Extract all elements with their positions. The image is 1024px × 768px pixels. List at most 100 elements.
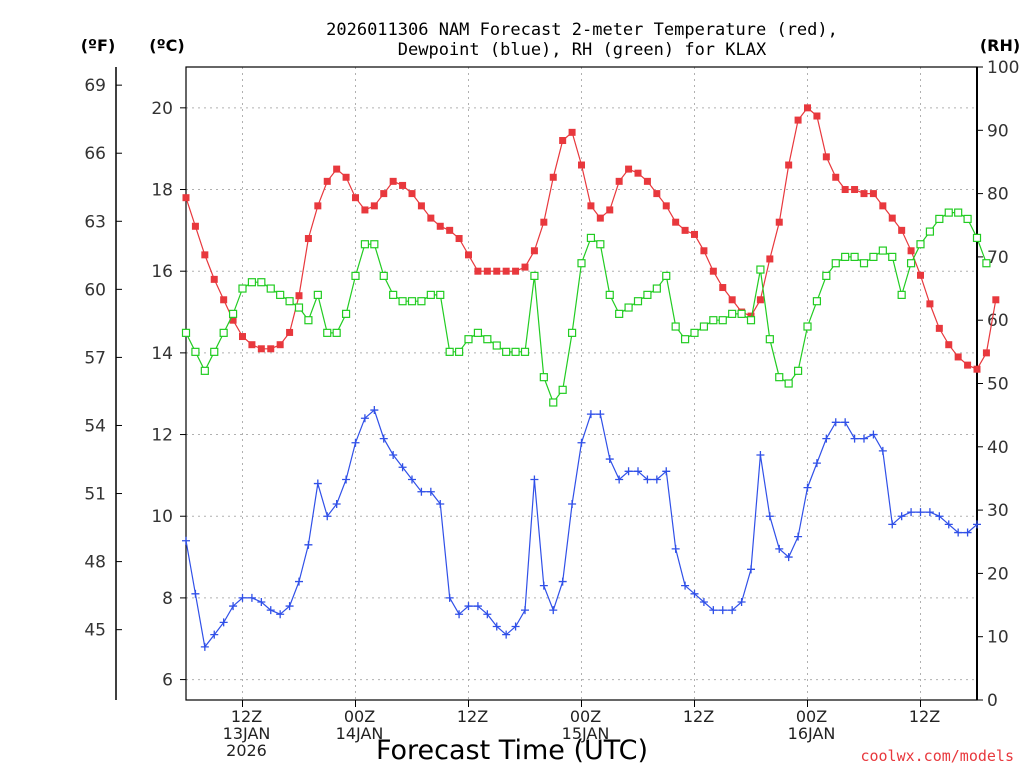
- dewpoint-point: [973, 520, 981, 529]
- temperature-point: [606, 206, 614, 214]
- temperature-point: [596, 214, 604, 222]
- temperature-point: [446, 226, 454, 234]
- temperature-point: [860, 190, 868, 198]
- rh-point: [690, 328, 699, 337]
- dewpoint-point: [426, 487, 435, 496]
- rh-point: [426, 290, 435, 299]
- temperature-point: [869, 190, 877, 198]
- dewpoint-point: [568, 499, 577, 508]
- rh-point: [624, 303, 633, 312]
- dewpoint-point: [822, 434, 831, 443]
- temperature-point: [700, 247, 708, 255]
- dewpoint-point: [878, 446, 887, 455]
- dewpoint-point: [963, 528, 972, 537]
- rh-point: [878, 246, 887, 255]
- dewpoint-point: [370, 406, 379, 415]
- rh-point: [304, 316, 313, 325]
- temperature-point: [804, 104, 811, 112]
- dewpoint-point: [200, 642, 209, 651]
- celsius-tick-label: 10: [151, 507, 173, 527]
- rh-point: [709, 316, 718, 325]
- chart-title-line2: Dewpoint (blue), RH (green) for KLAX: [398, 40, 767, 60]
- dewpoint-point: [718, 606, 727, 615]
- rh-point: [784, 379, 793, 388]
- rh-point: [728, 309, 737, 318]
- temperature-point: [935, 324, 943, 332]
- temperature-point: [502, 267, 510, 275]
- temperature-point: [220, 296, 228, 304]
- dewpoint-point: [276, 610, 285, 619]
- rh-point: [662, 271, 671, 280]
- series-layer: [181, 104, 1000, 651]
- rh-point: [906, 259, 916, 268]
- rh-tick-label: 100: [987, 58, 1019, 78]
- dewpoint-point: [558, 577, 567, 586]
- rh-point: [718, 316, 727, 325]
- dewpoint-point: [360, 414, 369, 423]
- dewpoint-point: [247, 593, 256, 602]
- x-tick-label: 00Z: [796, 707, 827, 726]
- dewpoint-point: [285, 602, 294, 611]
- rh-point: [360, 240, 370, 249]
- dewpoint-point: [539, 581, 548, 590]
- dewpoint-point: [483, 610, 492, 619]
- rh-tick-label: 40: [987, 438, 1009, 458]
- temperature-point: [992, 296, 1000, 304]
- rh-point: [577, 259, 586, 268]
- fahrenheit-tick-label: 69: [84, 76, 106, 96]
- chart-title-line1: 2026011306 NAM Forecast 2-meter Temperat…: [326, 20, 838, 40]
- temperature-point: [879, 202, 887, 210]
- temperature-point: [643, 177, 651, 185]
- dewpoint-point: [229, 602, 238, 611]
- fahrenheit-tick-label: 63: [84, 212, 106, 232]
- rh-point: [680, 335, 690, 344]
- dewpoint-point: [916, 508, 925, 517]
- rh-point: [944, 208, 953, 217]
- temperature-point: [493, 267, 501, 275]
- axes: 6 8 10 12 14 16 18 20 45 48 51 54 57 60 63 66 69 0 10 20 30 4…: [84, 58, 1019, 711]
- dewpoint-point: [812, 459, 821, 468]
- fahrenheit-tick-label: 57: [84, 348, 106, 368]
- temperature-point: [785, 161, 793, 169]
- rh-point: [652, 284, 661, 293]
- dewpoint-point: [257, 597, 266, 606]
- dewpoint-point: [643, 475, 652, 484]
- temperature-point: [417, 202, 425, 210]
- temperature-point: [917, 271, 924, 279]
- temperature-point: [455, 235, 463, 243]
- rh-point: [389, 290, 398, 299]
- rh-point: [605, 290, 614, 299]
- temperature-point: [530, 247, 538, 255]
- dewpoint-point: [417, 487, 426, 496]
- dewpoint-point: [511, 622, 520, 631]
- temperature-point: [436, 222, 444, 230]
- dewpoint-point: [398, 463, 407, 472]
- temperature-point: [625, 165, 633, 173]
- rh-point: [257, 278, 266, 287]
- rh-point: [746, 316, 756, 325]
- rh-point: [370, 240, 379, 249]
- temperature-point: [540, 218, 548, 226]
- temperature-point: [982, 349, 990, 357]
- dewpoint-point: [436, 499, 445, 508]
- x-tick-label: 12Z: [231, 707, 262, 726]
- dewpoint-point: [408, 475, 416, 484]
- rh-point: [473, 328, 483, 337]
- rh-point: [247, 278, 257, 287]
- rh-point: [869, 252, 878, 261]
- rh-point: [228, 309, 238, 318]
- fahrenheit-tick-label: 48: [84, 553, 106, 573]
- rh-point: [822, 271, 831, 280]
- rh-point: [417, 297, 426, 306]
- celsius-tick-label: 18: [151, 181, 173, 201]
- temperature-point: [333, 165, 341, 173]
- dewpoint-point: [907, 508, 916, 517]
- rh-point: [407, 297, 417, 306]
- rh-point: [464, 335, 473, 344]
- temperature-point: [257, 345, 265, 353]
- dewpoint-point: [860, 434, 868, 443]
- temperature-point: [474, 267, 482, 275]
- rh-point: [502, 347, 511, 356]
- temperature-point: [775, 218, 783, 226]
- rh-point: [191, 347, 200, 356]
